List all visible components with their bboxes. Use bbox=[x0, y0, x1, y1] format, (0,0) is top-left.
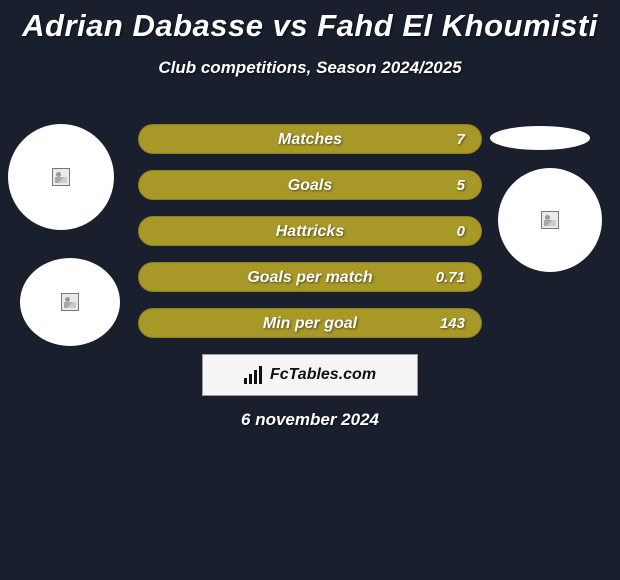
stat-value: 143 bbox=[440, 309, 465, 339]
stat-value: 0 bbox=[457, 217, 465, 247]
broken-image-icon bbox=[541, 211, 559, 229]
stats-list: Matches 7 Goals 5 Hattricks 0 Goals per … bbox=[138, 124, 482, 354]
brand-text: FcTables.com bbox=[270, 366, 376, 384]
player-avatar-right bbox=[498, 168, 602, 272]
stat-label: Min per goal bbox=[139, 309, 481, 339]
stat-row-goals: Goals 5 bbox=[138, 170, 482, 200]
stat-label: Hattricks bbox=[139, 217, 481, 247]
stat-label: Matches bbox=[139, 125, 481, 155]
stat-value: 7 bbox=[457, 125, 465, 155]
date-line: 6 november 2024 bbox=[0, 410, 620, 430]
player-avatar-left-top bbox=[8, 124, 114, 230]
bar-chart-icon bbox=[244, 366, 266, 384]
stat-label: Goals per match bbox=[139, 263, 481, 293]
stat-value: 0.71 bbox=[436, 263, 465, 293]
stat-row-goals-per-match: Goals per match 0.71 bbox=[138, 262, 482, 292]
brand-box: FcTables.com bbox=[202, 354, 418, 396]
stat-row-matches: Matches 7 bbox=[138, 124, 482, 154]
stat-label: Goals bbox=[139, 171, 481, 201]
page-title: Adrian Dabasse vs Fahd El Khoumisti bbox=[0, 0, 620, 44]
broken-image-icon bbox=[52, 168, 70, 186]
subtitle: Club competitions, Season 2024/2025 bbox=[0, 58, 620, 78]
decorative-ellipse bbox=[490, 126, 590, 150]
broken-image-icon bbox=[61, 293, 79, 311]
player-avatar-left-bottom bbox=[20, 258, 120, 346]
stat-value: 5 bbox=[457, 171, 465, 201]
stat-row-min-per-goal: Min per goal 143 bbox=[138, 308, 482, 338]
stat-row-hattricks: Hattricks 0 bbox=[138, 216, 482, 246]
